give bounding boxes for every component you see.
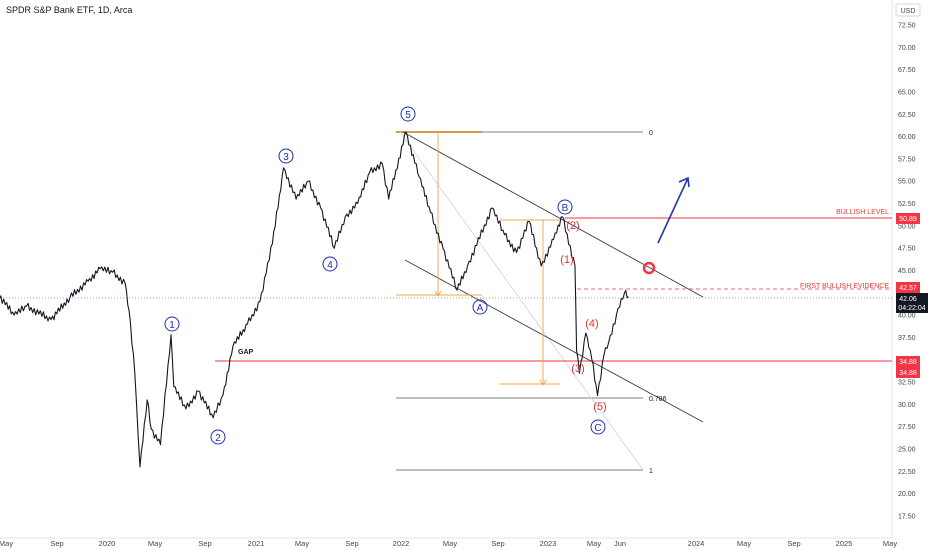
x-tick-label: May bbox=[0, 539, 13, 548]
svg-text:42.57: 42.57 bbox=[899, 285, 917, 292]
subwave-label-1: (1) bbox=[560, 254, 573, 266]
currency-label: USD bbox=[901, 8, 916, 15]
wave-label-1: 1 bbox=[164, 316, 180, 332]
wave-label-C: C bbox=[590, 419, 606, 435]
x-tick-label: Sep bbox=[198, 539, 211, 548]
svg-text:5: 5 bbox=[405, 110, 411, 121]
subwave-label-2: (2) bbox=[566, 220, 579, 232]
x-tick-label: May bbox=[587, 539, 601, 548]
svg-text:42.06: 42.06 bbox=[899, 296, 917, 303]
y-tick-label: 55.00 bbox=[898, 179, 916, 186]
svg-text:50.89: 50.89 bbox=[899, 216, 917, 223]
fib-label-1: 1 bbox=[649, 468, 653, 475]
svg-text:04:22:04: 04:22:04 bbox=[898, 305, 925, 312]
y-tick-label: 30.00 bbox=[898, 402, 916, 409]
y-tick-label: 25.00 bbox=[898, 447, 916, 454]
bullish-level-label: BULLISH LEVEL bbox=[836, 209, 889, 216]
wave-label-4: 4 bbox=[322, 256, 338, 272]
measure-projection-right[interactable] bbox=[500, 219, 560, 386]
y-tick-label: 62.50 bbox=[898, 112, 916, 119]
wave-label-B: B bbox=[557, 199, 573, 215]
subwave-label-4: (4) bbox=[585, 318, 598, 330]
y-tick-label: 37.50 bbox=[898, 335, 916, 342]
y-tick-label: 17.50 bbox=[898, 514, 916, 521]
price-axis-ticks: 72.50 70.00 67.50 65.00 62.50 60.00 57.50 55.00… bbox=[898, 23, 916, 521]
svg-text:C: C bbox=[594, 423, 601, 434]
subwave-label-5: (5) bbox=[593, 401, 606, 413]
price-badge-bullish-level: 50.89 bbox=[896, 213, 920, 224]
svg-text:4: 4 bbox=[327, 260, 333, 271]
svg-text:34.88: 34.88 bbox=[899, 359, 917, 366]
x-tick-label: Sep bbox=[345, 539, 358, 548]
x-tick-label: 2024 bbox=[688, 539, 705, 548]
svg-text:1: 1 bbox=[169, 320, 175, 331]
x-tick-label: May bbox=[148, 539, 162, 548]
price-badge-last-price: 42.06 04:22:04 bbox=[896, 293, 928, 313]
y-tick-label: 20.00 bbox=[898, 491, 916, 498]
y-tick-label: 60.00 bbox=[898, 134, 916, 141]
svg-text:2: 2 bbox=[215, 433, 221, 444]
y-tick-label: 50.00 bbox=[898, 223, 916, 230]
y-tick-label: 27.50 bbox=[898, 424, 916, 431]
wave-label-A: A bbox=[472, 299, 488, 315]
y-tick-label: 65.00 bbox=[898, 89, 916, 96]
y-tick-label: 22.50 bbox=[898, 469, 916, 476]
x-tick-label: 2021 bbox=[248, 539, 265, 548]
y-tick-label: 52.50 bbox=[898, 201, 916, 208]
wave-label-5: 5 bbox=[400, 106, 416, 122]
x-tick-label: May bbox=[737, 539, 751, 548]
measure-projection-left[interactable] bbox=[396, 132, 482, 297]
target-circle-icon bbox=[642, 261, 656, 275]
x-tick-label: May bbox=[443, 539, 457, 548]
fib-trend-line bbox=[399, 131, 644, 471]
y-tick-label: 40.00 bbox=[898, 313, 916, 320]
wave-label-3: 3 bbox=[278, 148, 294, 164]
x-tick-label: May bbox=[883, 539, 897, 548]
chart-title: SPDR S&P Bank ETF, 1D, Arca bbox=[6, 5, 132, 15]
gap-label: GAP bbox=[238, 349, 254, 356]
x-tick-label: May bbox=[295, 539, 309, 548]
x-tick-label: Sep bbox=[787, 539, 800, 548]
channel-lower-line[interactable] bbox=[404, 259, 704, 423]
svg-text:A: A bbox=[477, 303, 484, 314]
price-badge-gap-bottom: 34.88 bbox=[896, 367, 920, 378]
x-tick-label: 2022 bbox=[393, 539, 410, 548]
x-tick-label: 2020 bbox=[99, 539, 116, 548]
y-tick-label: 47.50 bbox=[898, 246, 916, 253]
svg-text:B: B bbox=[562, 203, 569, 214]
time-axis-ticks: May Sep 2020 May Sep 2021 May Sep 2022 May Sep 2023… bbox=[0, 539, 897, 548]
x-tick-label: Sep bbox=[50, 539, 63, 548]
y-tick-label: 72.50 bbox=[898, 23, 916, 30]
x-tick-label: 2025 bbox=[836, 539, 853, 548]
fib-label-0: 0 bbox=[649, 130, 653, 137]
subwave-label-3: (3) bbox=[571, 363, 584, 375]
price-badge-first-evidence: 42.57 bbox=[896, 282, 920, 293]
price-series-line bbox=[0, 131, 629, 468]
x-tick-label: Sep bbox=[491, 539, 504, 548]
wave-label-2: 2 bbox=[210, 429, 226, 445]
svg-text:3: 3 bbox=[283, 152, 289, 163]
currency-box[interactable]: USD bbox=[895, 3, 921, 17]
price-badge-gap-top: 34.88 bbox=[896, 356, 920, 367]
y-tick-label: 57.50 bbox=[898, 156, 916, 163]
x-tick-label: 2023 bbox=[540, 539, 557, 548]
fib-label-0786: 0.786 bbox=[649, 396, 667, 403]
first-bullish-evidence-label: FIRST BULLISH EVIDENCE bbox=[800, 283, 889, 290]
y-tick-label: 70.00 bbox=[898, 45, 916, 52]
x-tick-label: Jun bbox=[614, 539, 626, 548]
bullish-arrow-icon bbox=[657, 176, 690, 244]
y-tick-label: 67.50 bbox=[898, 67, 916, 74]
y-tick-label: 32.50 bbox=[898, 380, 916, 387]
y-tick-label: 45.00 bbox=[898, 268, 916, 275]
svg-text:34.88: 34.88 bbox=[899, 370, 917, 377]
